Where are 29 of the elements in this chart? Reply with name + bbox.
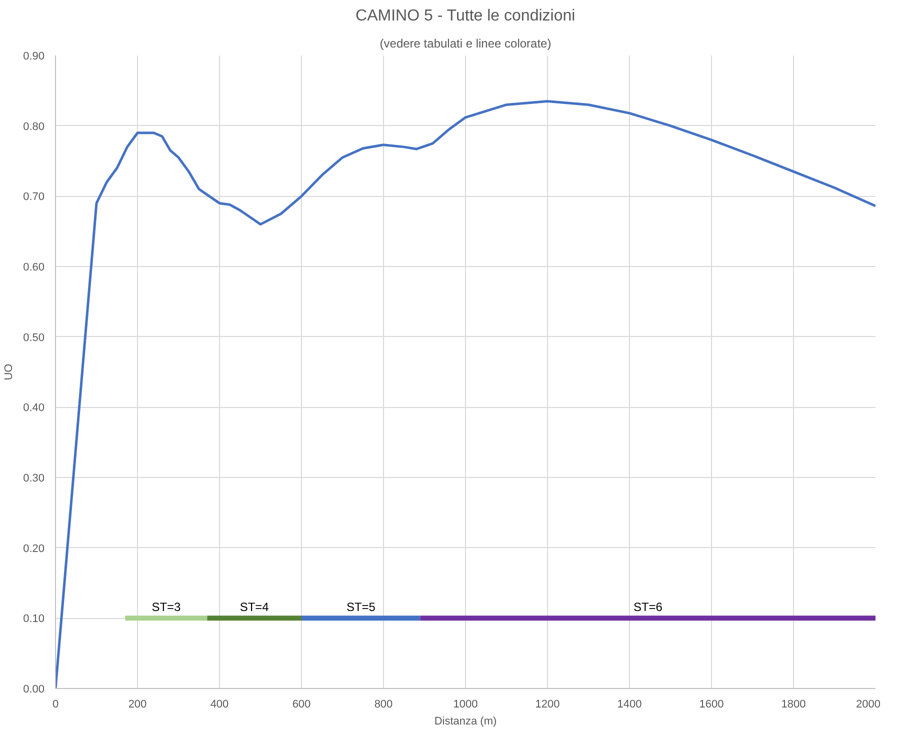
y-tick-label: 0.60 [23,262,45,274]
x-tick-label: 1800 [781,698,806,710]
series-label: ST=6 [633,600,663,614]
x-tick-label: 0 [52,698,59,710]
x-axis-title: Distanza (m) [434,716,497,728]
y-tick-label: 0.70 [23,191,45,204]
y-axis-title: UO [3,363,16,380]
x-tick-label: 200 [128,698,147,710]
chart-subtitle: (vedere tabulati e linee colorate) [380,36,552,50]
y-tick-label: 0.30 [23,472,45,484]
series-label: ST=3 [152,600,182,614]
series-label: ST=5 [346,600,376,614]
y-tick-label: 0.20 [23,542,45,555]
y-tick-label: 0.10 [23,613,45,626]
y-tick-label: 0.00 [23,684,45,696]
x-tick-label: 1200 [535,698,560,710]
x-tick-label: 1000 [453,698,478,710]
x-tick-label: 1400 [617,698,642,710]
x-tick-label: 1600 [699,698,724,710]
y-tick-label: 0.90 [23,50,45,62]
x-tick-label: 800 [374,698,393,710]
y-tick-label: 0.40 [23,402,45,414]
x-tick-label: 2000 [856,698,881,710]
x-tick-label: 400 [210,698,229,710]
x-tick-label: 600 [292,698,311,710]
y-tick-label: 0.50 [23,332,45,344]
y-tick-label: 0.80 [23,120,45,133]
series-label: ST=4 [240,600,270,614]
chart-title: CAMINO 5 - Tutte le condizioni [356,8,576,24]
